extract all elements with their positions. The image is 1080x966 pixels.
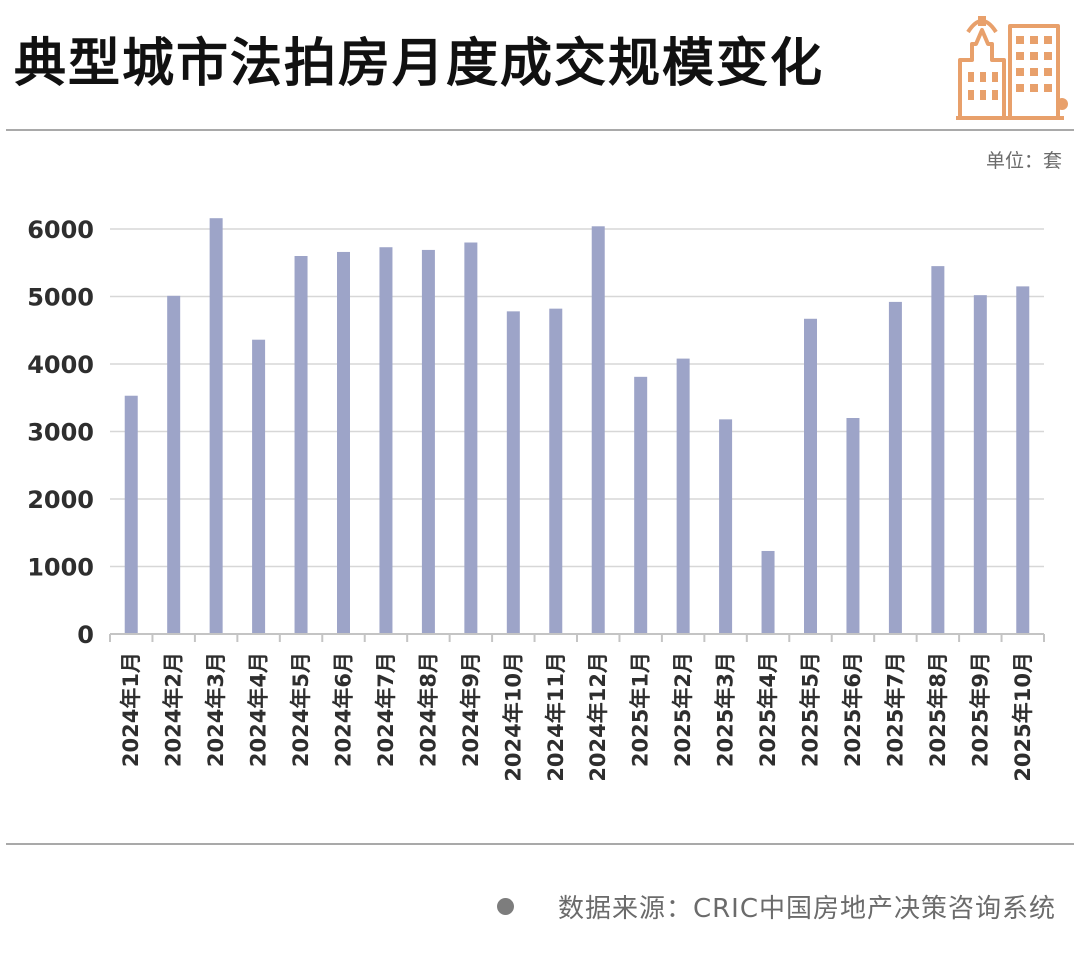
x-tick-label: 2025年9月 [968,652,992,767]
source-note: 数据来源：CRIC中国房地产决策咨询系统 [496,888,1056,924]
x-tick-label: 2024年12月 [586,652,610,782]
x-tick-label: 2024年7月 [374,652,398,767]
bar-2025年7月 [888,301,902,634]
x-tick-label: 2025年8月 [926,652,950,767]
bar-2024年10月 [506,311,520,634]
x-tick-label: 2025年5月 [799,652,823,767]
bar-2025年5月 [804,318,817,634]
x-tick-label: 2025年4月 [756,652,780,767]
x-tick-label: 2024年11月 [544,652,568,782]
x-tick-label: 2025年3月 [714,652,738,767]
x-tick-label: 2024年5月 [289,652,313,767]
bar-2025年6月 [846,418,860,634]
x-tick-label: 2025年1月 [629,652,653,767]
bar-2024年7月 [379,247,393,634]
y-tick-label: 0 [77,621,94,649]
bar-2024年5月 [294,256,308,634]
y-tick-label: 2000 [27,486,94,514]
x-tick-label: 2024年4月 [247,652,271,767]
bar-2025年2月 [676,358,690,634]
x-tick-label: 2025年2月 [671,652,695,767]
y-axis-ticks: 0 1000 2000 3000 4000 5000 6000 [27,216,94,649]
x-tick-label: 2024年1月 [119,652,143,767]
bullet-dot-icon [496,897,514,915]
x-tick-label: 2024年8月 [416,652,440,767]
bar-2025年10月 [1016,286,1030,634]
top-divider [6,129,1074,131]
bar-2025年8月 [931,266,945,634]
bar-2025年9月 [973,295,987,634]
bar-chart: 0 1000 2000 3000 4000 5000 6000 2024年1月 2024年2月… [27,216,1045,782]
bar-2024年4月 [252,339,266,634]
bar-2025年4月 [761,550,775,634]
y-tick-label: 6000 [27,216,94,244]
x-axis-ticks: 2024年1月 2024年2月 2024年3月 2024年4月 2024年5月 2024年… [119,652,1035,782]
y-tick-label: 4000 [27,351,94,379]
bottom-divider [6,843,1074,845]
bar-2024年12月 [591,226,605,635]
unit-label: 单位：套 [985,150,1062,172]
bar-2025年1月 [634,376,648,634]
x-tick-label: 2024年3月 [204,652,228,767]
bar-2024年6月 [337,251,350,634]
x-tick-label: 2025年6月 [841,652,865,767]
x-tick-label: 2024年10月 [501,652,525,782]
y-tick-label: 1000 [27,554,94,582]
y-tick-label: 3000 [27,419,94,447]
source-label: 数据来源：CRIC中国房地产决策咨询系统 [557,893,1056,924]
x-tick-label: 2025年10月 [1011,652,1035,782]
bar-2024年2月 [167,295,181,634]
x-tick-label: 2025年7月 [883,652,907,767]
bar-2024年1月 [124,395,138,634]
x-axis [109,633,1045,642]
page-title: 典型城市法拍房月度成交规模变化 [14,34,825,94]
x-tick-label: 2024年2月 [162,652,186,767]
bar-2025年3月 [719,419,733,634]
city-buildings-icon [956,16,1068,120]
x-tick-label: 2024年9月 [459,652,483,767]
bar-2024年9月 [464,242,478,634]
x-tick-label: 2024年6月 [332,652,356,767]
bar-2024年11月 [549,308,563,634]
bar-2024年8月 [421,249,435,635]
grid-lines [110,228,1044,568]
y-tick-label: 5000 [27,284,94,312]
bars [124,218,1030,635]
bar-2024年3月 [209,218,223,634]
